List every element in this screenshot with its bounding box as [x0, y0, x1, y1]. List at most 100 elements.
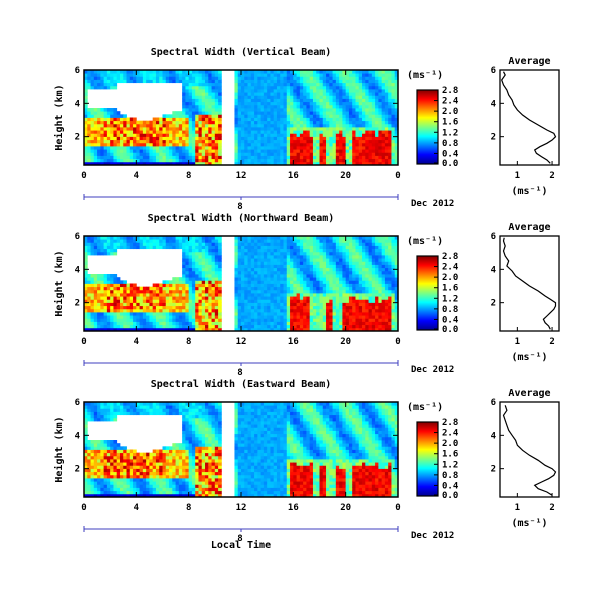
heatmap-cell: [260, 161, 265, 166]
heatmap: [84, 236, 399, 332]
heatmap-cell: [394, 120, 399, 125]
heatmap-cell: [263, 258, 268, 262]
heatmap-cell: [319, 158, 324, 163]
heatmap-cell: [201, 104, 206, 109]
heatmap-cell: [375, 302, 379, 307]
heatmap-cell: [384, 89, 389, 93]
heatmap-cell: [381, 274, 386, 278]
heatmap-cell: [355, 123, 360, 128]
heatmap-cell: [290, 82, 294, 87]
heatmap-cell: [152, 305, 157, 310]
heatmap-cell: [339, 286, 343, 291]
heatmap-cell: [312, 283, 317, 288]
heatmap-cell: [241, 104, 245, 109]
heatmap-cell: [286, 111, 291, 115]
heatmap-cell: [237, 114, 242, 118]
heatmap-cell: [250, 79, 255, 84]
heatmap-cell: [123, 155, 127, 160]
heatmap-cell: [149, 139, 154, 144]
heatmap-cell: [358, 251, 363, 256]
heatmap-cell: [244, 114, 248, 118]
heatmap-cell: [113, 280, 118, 284]
heatmap-cell: [339, 123, 343, 128]
heatmap-cell: [129, 315, 134, 319]
heatmap-cell: [322, 302, 327, 307]
heatmap-cell: [296, 85, 301, 90]
heatmap-cell: [162, 133, 167, 137]
heatmap-cell: [208, 89, 212, 93]
heatmap-cell: [342, 76, 347, 80]
heatmap-cell: [309, 127, 314, 131]
heatmap-cell: [250, 267, 255, 272]
heatmap-cell: [358, 296, 363, 300]
heatmap-cell: [348, 293, 353, 297]
heatmap-cell: [185, 70, 190, 74]
heatmap-cell: [365, 76, 369, 80]
heatmap-cell: [100, 289, 105, 294]
heatmap-cell: [273, 286, 278, 291]
heatmap-cell: [394, 117, 399, 122]
heatmap-cell: [365, 308, 369, 313]
heatmap-cell: [355, 117, 360, 122]
heatmap-cell: [342, 264, 347, 269]
heatmap-cell: [218, 123, 222, 128]
heatmap-cell: [237, 73, 242, 77]
heatmap-cell: [119, 283, 124, 288]
heatmap-cell: [241, 114, 245, 118]
heatmap-cell: [381, 280, 386, 284]
heatmap-cell: [106, 111, 111, 115]
heatmap-cell: [182, 302, 186, 307]
heatmap-cell: [299, 248, 304, 253]
heatmap-cell: [182, 239, 186, 243]
heatmap-cell: [260, 289, 265, 294]
heatmap-cell: [146, 139, 150, 144]
heatmap-cell: [257, 293, 262, 297]
heatmap-cell: [273, 108, 278, 112]
heatmap-cell: [159, 245, 163, 250]
heatmap-cell: [362, 267, 366, 272]
heatmap-cell: [365, 117, 369, 122]
heatmap-cell: [355, 251, 360, 256]
heatmap-cell: [303, 242, 307, 246]
heatmap-cell: [368, 315, 373, 319]
heatmap-cell: [378, 158, 383, 163]
heatmap-cell: [332, 98, 337, 103]
heatmap-cell: [113, 302, 118, 307]
heatmap-cell: [182, 130, 186, 134]
heatmap-cell: [123, 70, 127, 74]
heatmap-cell: [355, 312, 360, 316]
heatmap-cell: [355, 299, 360, 303]
heatmap-cell: [352, 305, 356, 310]
heatmap-cell: [103, 299, 108, 303]
heatmap-cell: [388, 133, 392, 137]
heatmap-cell: [270, 248, 275, 253]
heatmap-cell: [306, 261, 311, 265]
heatmap-cell: [316, 70, 320, 74]
heatmap-cell: [201, 76, 206, 80]
heatmap-cell: [162, 318, 167, 322]
heatmap-cell: [381, 120, 386, 125]
heatmap-cell: [362, 95, 366, 99]
heatmap-cell: [191, 255, 196, 259]
heatmap-cell: [201, 324, 206, 329]
heatmap-cell: [326, 280, 330, 284]
heatmap-cell: [263, 139, 268, 144]
heatmap-cell: [244, 146, 248, 150]
heatmap-cell: [342, 127, 347, 131]
heatmap-cell: [257, 104, 262, 109]
heatmap-cell: [293, 117, 297, 122]
heatmap-cell: [273, 79, 278, 84]
heatmap-cell: [97, 70, 101, 74]
heatmap-cell: [286, 274, 291, 278]
heatmap-cell: [218, 158, 222, 163]
heatmap-cell: [378, 127, 383, 131]
heatmap-cell: [342, 321, 347, 326]
heatmap-cell: [326, 127, 330, 131]
heatmap-cell: [162, 136, 167, 141]
heatmap-cell: [299, 108, 304, 112]
heatmap-cell: [87, 318, 91, 322]
heatmap-cell: [267, 76, 271, 80]
heatmap-cell: [146, 70, 150, 74]
heatmap-cell: [100, 248, 105, 253]
heatmap-cell: [234, 245, 239, 250]
